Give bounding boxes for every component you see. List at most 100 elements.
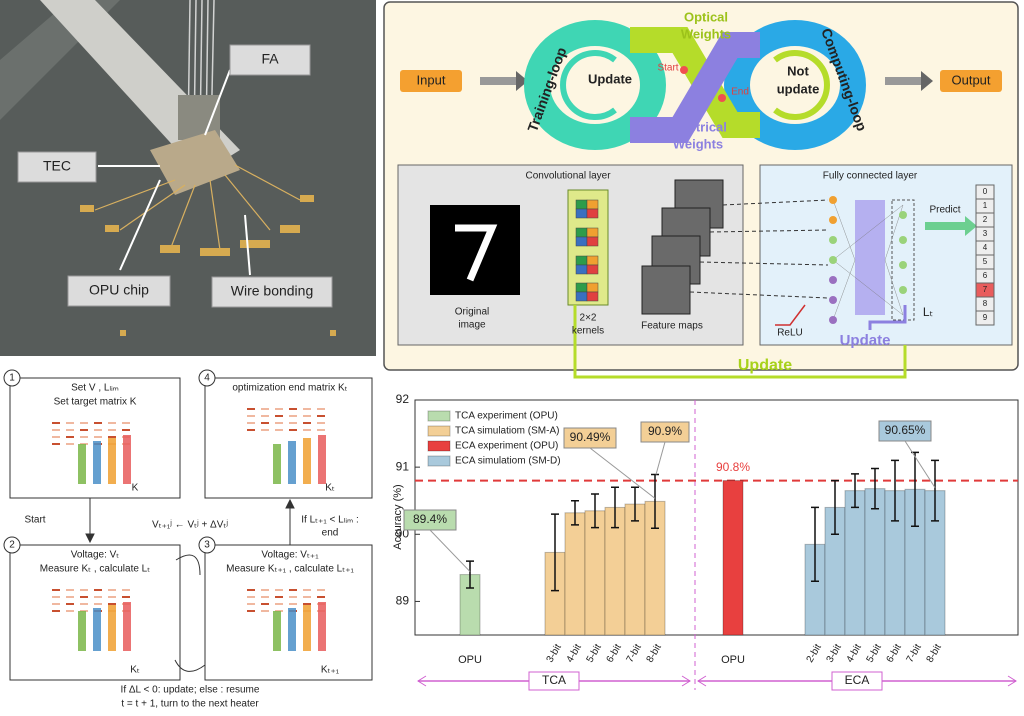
legend-label: TCA simulatiom (SM-A) (455, 426, 559, 437)
digit: 0 (983, 187, 988, 196)
bar-icon (93, 441, 101, 484)
bar-icon (123, 435, 131, 484)
matrix-cell (122, 596, 130, 598)
error-bar (831, 479, 839, 536)
matrix-cell (275, 589, 283, 591)
bar-icon (273, 444, 281, 484)
y-axis-label: Accuracy (%) (392, 484, 404, 549)
group-box (528, 671, 580, 691)
matrix-cell (108, 436, 116, 438)
error-bar (931, 459, 939, 522)
label: update (777, 81, 820, 96)
label: End (731, 87, 749, 98)
bar-icon (303, 438, 311, 484)
bar-icon (288, 441, 296, 484)
x-tick-label: 6-bit (885, 642, 904, 665)
x-tick-label: 7-bit (625, 642, 644, 665)
legend-swatch (427, 410, 451, 422)
matrix-cell (303, 589, 311, 591)
x-tick-label: 4-bit (565, 642, 584, 665)
x-tick-label: 8-bit (645, 642, 664, 665)
matrix-cell (289, 408, 297, 410)
label: Predict (929, 205, 960, 216)
bar-icon (108, 438, 116, 484)
matrix-cell (303, 422, 311, 424)
label: Set target matrix K (54, 397, 137, 408)
matrix-cell (80, 429, 88, 431)
callout (589, 447, 656, 499)
digit: 7 (983, 285, 988, 294)
matrix-cell (289, 589, 297, 591)
label: Measure Kₜ , calculate Lₜ (40, 564, 150, 575)
matrix-cell (261, 422, 269, 424)
label: Update (840, 332, 891, 349)
error-bar (851, 473, 859, 509)
error-bar (631, 486, 639, 522)
matrix-cell (94, 422, 102, 424)
matrix-cell (247, 415, 255, 417)
label: Voltage: Vₜ (71, 550, 120, 561)
label: Electrical (669, 119, 727, 134)
matrix-cell (66, 596, 74, 598)
input-label: Input (417, 72, 446, 87)
bar-icon (108, 605, 116, 651)
digit: 2 (983, 215, 988, 224)
digit: 4 (983, 243, 988, 252)
label: Start (657, 63, 678, 74)
matrix-cell (289, 429, 297, 431)
matrix-cell (52, 610, 60, 612)
y-tick-label: 92 (396, 392, 410, 406)
label: 1 (9, 373, 15, 384)
matrix-cell (261, 408, 269, 410)
error-bar (651, 473, 659, 529)
photo (0, 0, 376, 356)
x-tick-label: 2-bit (805, 642, 824, 665)
label: kernels (572, 326, 604, 337)
matrix-label: Kₜ (325, 483, 335, 494)
x-tick-label: 5-bit (585, 642, 604, 665)
x-tick-label: 3-bit (545, 642, 564, 665)
matrix-cell (317, 589, 325, 591)
error-bar (891, 459, 899, 522)
flowchart (9, 377, 373, 681)
matrix-cell (303, 408, 311, 410)
bar-icon (273, 611, 281, 651)
matrix-cell (94, 589, 102, 591)
matrix-cell (275, 603, 283, 605)
matrix-cell (261, 429, 269, 431)
label: Voltage: Vₜ₊₁ (261, 550, 319, 561)
annotation: 90.9% (648, 424, 682, 438)
matrix-cell (289, 603, 297, 605)
label: Original (455, 307, 489, 318)
matrix-cell (261, 596, 269, 598)
step-badge (198, 369, 216, 387)
group-box (831, 671, 883, 691)
value-label: 89.4% (413, 512, 447, 526)
matrix-cell (52, 422, 60, 424)
matrix-cell (108, 429, 116, 431)
legend-swatch (427, 425, 451, 437)
matrix-cell (66, 422, 74, 424)
label: 4 (204, 373, 210, 384)
matrix-cell (303, 603, 311, 605)
label: Not (787, 63, 809, 78)
matrix-cell (317, 422, 325, 424)
label: Feature maps (641, 321, 703, 332)
digit: 3 (983, 229, 988, 238)
matrix-cell (289, 415, 297, 417)
y-tick-label: 91 (396, 459, 410, 473)
matrix-cell (66, 436, 74, 438)
label: ReLU (777, 328, 803, 339)
matrix-cell (80, 596, 88, 598)
callout (429, 529, 471, 572)
label: end (322, 528, 339, 539)
matrix-cell (275, 596, 283, 598)
matrix-cell (52, 603, 60, 605)
matrix-cell (247, 408, 255, 410)
legend-label: ECA experiment (OPU) (455, 441, 558, 452)
bar (564, 512, 586, 636)
group-label: TCA (542, 673, 566, 687)
step-badge (3, 536, 21, 554)
label: Vₜ₊₁ʲ ← Vₜʲ + ΔVₜʲ (152, 520, 228, 531)
